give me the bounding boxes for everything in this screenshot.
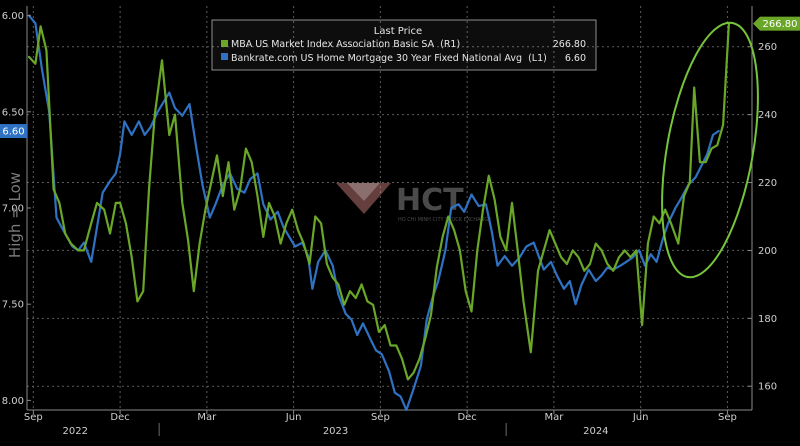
watermark-subtext: HO CHI MINH CITY STOCK EXCHANGE (398, 217, 491, 223)
x-tick-label: Sep (718, 412, 737, 423)
legend-label-bankrate: Bankrate.com US Home Mortgage 30 Year Fi… (231, 53, 547, 64)
last-value-badge-mba-text: 266.80 (763, 19, 798, 30)
x-tick-label: Jun (632, 412, 649, 423)
right-tick-label: 160 (758, 382, 777, 393)
x-year-label: 2023 (323, 426, 348, 437)
legend-value-mba: 266.80 (553, 39, 586, 50)
series-line-mba (27, 22, 731, 381)
watermark-logo-shape (336, 183, 391, 214)
x-tick-label: Mar (544, 412, 564, 423)
legend-swatch-bankrate (221, 53, 228, 60)
x-axis-ticks: Sep Dec Mar Jun Sep Dec Mar Jun Sep 2022 2023 2024 (24, 410, 737, 437)
right-tick-label: 220 (758, 178, 777, 189)
legend-box (211, 19, 597, 71)
right-tick-label: 180 (758, 314, 777, 325)
legend-label-mba: MBA US Market Index Association Basic SA… (231, 39, 460, 50)
x-year-label: 2024 (583, 426, 608, 437)
legend-value-bankrate: 6.60 (565, 53, 586, 64)
legend-title: Last Price (374, 26, 422, 37)
right-tick-label: 240 (758, 110, 777, 121)
last-value-badge-bankrate (0, 124, 27, 139)
left-axis-title: High = Low (6, 172, 24, 258)
right-tick-label: 200 (758, 246, 777, 257)
gridlines (27, 6, 752, 410)
left-tick-label: 8.00 (2, 396, 24, 407)
x-tick-label: Dec (110, 412, 129, 423)
highlight-circle (661, 21, 759, 279)
left-tick-label: 6.00 (2, 11, 24, 22)
series-line-bankrate (27, 14, 720, 412)
series-layer (27, 14, 731, 412)
left-axis-ticks: 6.00 6.50 7.00 7.50 8.00 (2, 11, 31, 407)
left-tick-label: 7.00 (2, 204, 24, 215)
last-value-badge-mba-pointer (753, 16, 760, 31)
watermark-logo-inner (347, 183, 380, 201)
right-tick-label: 260 (758, 42, 777, 53)
last-value-badge-mba (760, 16, 800, 31)
last-value-badges: 6.60 266.80 (0, 16, 800, 139)
x-year-label: 2022 (63, 426, 88, 437)
right-axis-ticks: 160 180 200 220 240 260 (748, 42, 777, 393)
x-tick-label: Sep (371, 412, 390, 423)
left-tick-label: 6.50 (2, 107, 24, 118)
legend-swatch-mba (221, 40, 228, 47)
x-tick-label: Mar (197, 412, 217, 423)
left-tick-label: 7.50 (2, 300, 24, 311)
x-tick-label: Dec (457, 412, 476, 423)
legend: Last Price MBA US Market Index Associati… (211, 19, 597, 71)
last-value-badge-bankrate-text: 6.60 (2, 127, 24, 138)
x-tick-label: Sep (24, 412, 43, 423)
watermark-text: HCT (396, 183, 464, 218)
x-tick-label: Jun (285, 412, 302, 423)
